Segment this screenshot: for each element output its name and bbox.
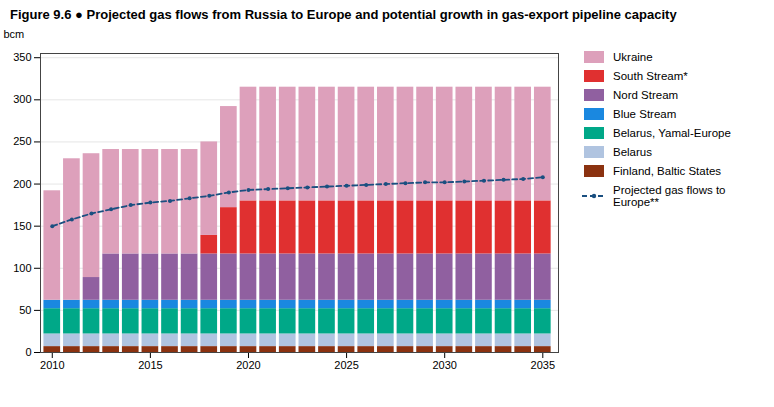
- svg-text:bcm: bcm: [4, 28, 25, 40]
- svg-text:2035: 2035: [531, 359, 555, 371]
- svg-text:2030: 2030: [432, 359, 456, 371]
- html-text:Projected gas flows to Europe*: Projected gas flows to Europe**: [613, 184, 726, 208]
- svg-text:2010: 2010: [40, 359, 64, 371]
- svg-text:100: 100: [13, 262, 31, 274]
- svg-text:250: 250: [13, 135, 31, 147]
- html-text:Belarus, Yamal-Europe: Belarus, Yamal-Europe: [613, 127, 731, 139]
- html-text:Nord Stream: Nord Stream: [613, 89, 679, 101]
- html-text:South Stream*: South Stream*: [613, 70, 688, 82]
- html-text:Blue Stream: Blue Stream: [613, 108, 677, 120]
- html-text:Ukraine: Ukraine: [613, 51, 653, 63]
- html-text:Belarus: Belarus: [613, 146, 652, 158]
- svg-text:0: 0: [25, 346, 31, 358]
- svg-text:200: 200: [13, 178, 31, 190]
- svg-text:350: 350: [13, 51, 31, 63]
- svg-text:50: 50: [19, 304, 31, 316]
- html-text:Figure 9.6 ● Projected gas flo: Figure 9.6 ● Projected gas flows from Ru…: [10, 7, 677, 22]
- svg-text:2020: 2020: [236, 359, 260, 371]
- svg-text:2025: 2025: [334, 359, 358, 371]
- svg-text:2015: 2015: [138, 359, 162, 371]
- svg-text:150: 150: [13, 220, 31, 232]
- html-text:Finland, Baltic States: Finland, Baltic States: [613, 165, 721, 177]
- svg-text:300: 300: [13, 93, 31, 105]
